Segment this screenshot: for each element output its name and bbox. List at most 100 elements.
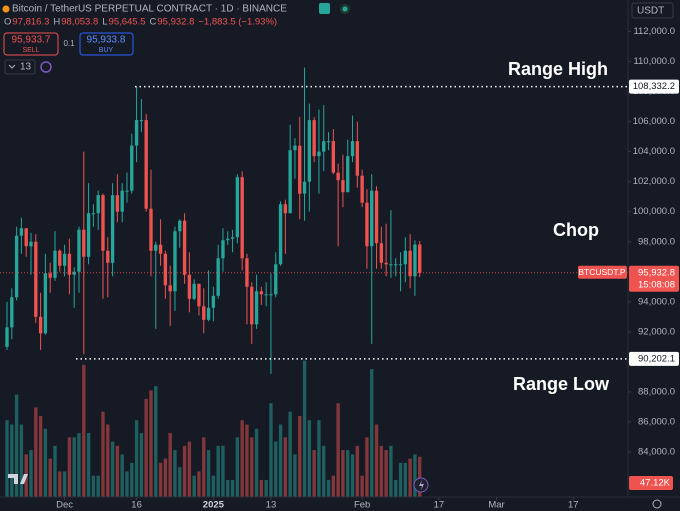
chevron xyxy=(8,64,16,69)
volume-bar xyxy=(182,445,187,497)
candle-body xyxy=(269,294,273,296)
volume-bar xyxy=(158,462,163,497)
level-label-bg xyxy=(629,351,679,366)
volume-bar xyxy=(86,433,91,497)
volume-bar xyxy=(178,467,182,497)
candle-body xyxy=(216,258,220,296)
volume-bar xyxy=(48,458,52,497)
volume-bar xyxy=(278,424,283,497)
volume-bar xyxy=(221,445,225,497)
volume-bar xyxy=(173,450,177,497)
volume-bar xyxy=(43,428,48,497)
candle-body xyxy=(226,238,230,241)
candle-body xyxy=(134,120,139,146)
volume-bar xyxy=(394,479,398,497)
volume-bar xyxy=(307,420,312,497)
volume-bar xyxy=(125,471,129,497)
candle-body xyxy=(341,180,345,193)
candle-body xyxy=(86,213,91,257)
candle-body xyxy=(384,262,388,265)
buy-label: BUY xyxy=(99,47,114,54)
candle-body xyxy=(139,120,144,122)
candle-body xyxy=(106,250,110,263)
volume-bar xyxy=(91,475,96,497)
indicator-icon[interactable] xyxy=(40,61,52,73)
volume-bar xyxy=(283,437,288,497)
x-tick-label: 16 xyxy=(131,500,142,511)
ohlc: O 97,816.3 H 98,053.8 L 95,645.5 C 95,932.8 −1,8… xyxy=(4,17,277,28)
candle-body xyxy=(62,253,67,266)
volume-bar xyxy=(14,394,19,497)
ohlc-value: 95,932.8 xyxy=(157,17,194,28)
buy-button[interactable] xyxy=(79,32,134,56)
candle-body xyxy=(168,285,172,292)
volume-bar xyxy=(144,398,148,497)
volume-bar xyxy=(139,433,144,497)
volume-bar xyxy=(374,424,379,497)
candle-body xyxy=(413,244,417,277)
y-tick-label: 98,000.0 xyxy=(638,236,675,247)
ohlc-value: 97,816.3 xyxy=(12,17,49,28)
volume-label-bg xyxy=(629,476,673,490)
candle-body xyxy=(418,244,422,273)
candle-body xyxy=(19,228,24,236)
ohlc-value: 95,645.5 xyxy=(109,17,146,28)
volume-bar xyxy=(115,445,120,497)
currency: USDT xyxy=(637,6,664,17)
candle-body xyxy=(67,253,72,275)
volume-bar xyxy=(77,433,81,497)
volume-bar xyxy=(62,471,67,497)
status-dot xyxy=(342,6,348,12)
annotation: Range High xyxy=(508,59,608,79)
volume-bar xyxy=(408,458,412,497)
volume-bar xyxy=(379,445,384,497)
candle-body xyxy=(206,307,211,320)
volume-bar xyxy=(168,433,172,497)
buy-price: 95,933.8 xyxy=(87,35,126,46)
volume-bar xyxy=(38,415,43,497)
y-tick-label: 84,000.0 xyxy=(638,446,675,457)
volume-bar xyxy=(187,441,192,497)
volume-bar xyxy=(331,475,336,497)
volume-bar xyxy=(384,450,388,497)
volume-bar xyxy=(298,415,302,497)
candle-body xyxy=(317,151,321,157)
volume-bar xyxy=(67,437,72,497)
candle-body xyxy=(360,175,364,203)
candle-body xyxy=(346,156,350,193)
volume-bar xyxy=(202,437,206,497)
y-tick-label: 92,000.0 xyxy=(638,326,675,337)
candle-body xyxy=(278,204,283,265)
symbol-tag: BTCUSDT.P xyxy=(578,267,626,277)
candle-body xyxy=(158,244,163,254)
axis-layer: 112,000.0110,000.0108,000.0106,000.0104,… xyxy=(56,26,679,511)
y-tick-label: 104,000.0 xyxy=(633,146,675,157)
x-tick-label: 17 xyxy=(568,500,579,511)
candle-body xyxy=(14,235,19,298)
volume-bar xyxy=(197,471,201,497)
volume-bar xyxy=(288,411,292,497)
x-tick-label: 2025 xyxy=(203,500,225,511)
settings-icon[interactable] xyxy=(652,499,662,509)
candle-body xyxy=(130,145,134,191)
candle-body xyxy=(312,120,316,157)
volume-bar xyxy=(72,437,76,497)
currency-dropdown[interactable] xyxy=(631,2,674,19)
candle-body xyxy=(398,264,403,266)
volume-bar xyxy=(336,403,340,497)
volume-bar xyxy=(360,475,364,497)
volume-bar xyxy=(403,462,408,497)
candle-body xyxy=(91,213,96,215)
candle-body xyxy=(394,264,398,266)
volume-bar xyxy=(211,475,216,497)
volume-bar xyxy=(34,407,38,497)
sell-button[interactable] xyxy=(3,32,59,56)
volume-bar xyxy=(5,420,9,497)
candle-body xyxy=(58,250,62,266)
candle-body xyxy=(192,283,196,299)
candle-body xyxy=(101,195,105,251)
indicator-toggle[interactable] xyxy=(4,59,36,75)
candle-body xyxy=(125,190,129,192)
candle-body xyxy=(182,220,187,275)
